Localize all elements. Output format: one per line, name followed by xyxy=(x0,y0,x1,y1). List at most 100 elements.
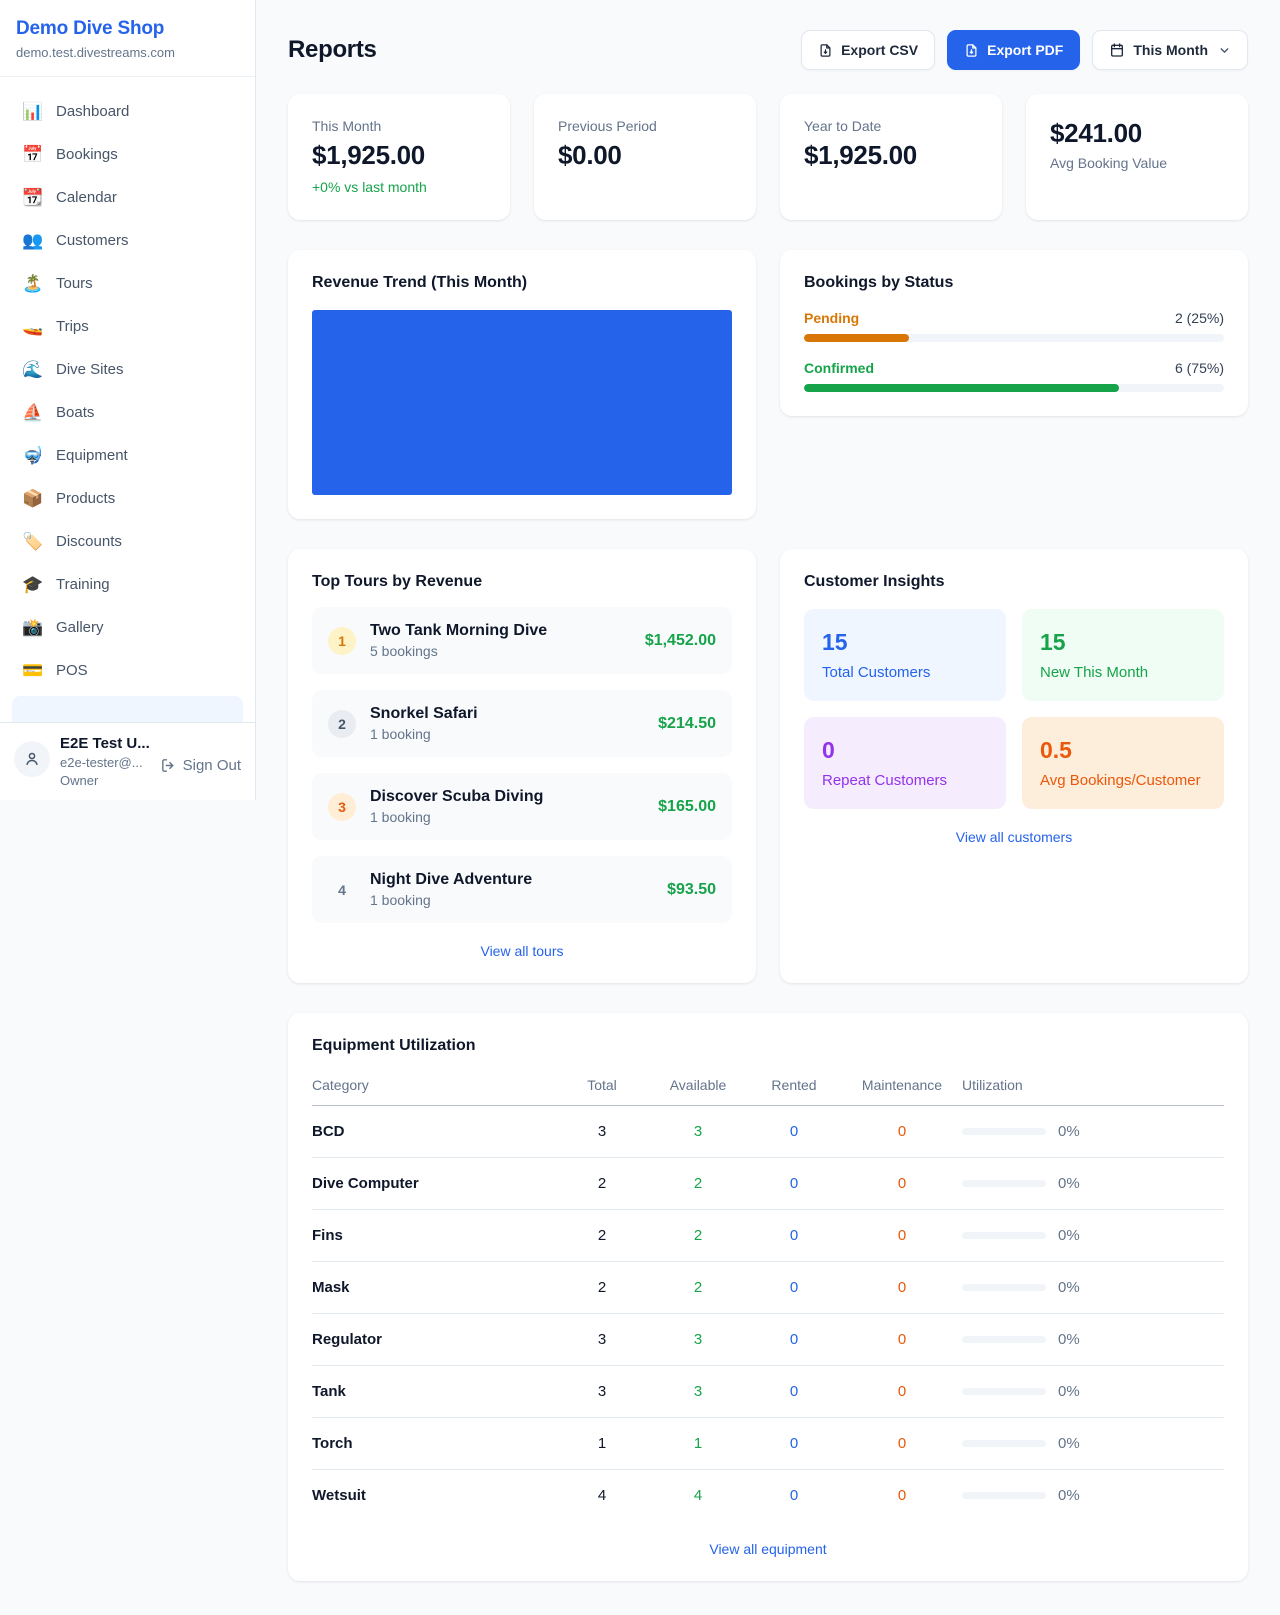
sidebar-item-trips[interactable]: 🚤 Trips xyxy=(12,305,243,348)
cell-maintenance: 0 xyxy=(897,1487,907,1504)
sidebar-item-dashboard[interactable]: 📊 Dashboard xyxy=(12,90,243,133)
avatar xyxy=(14,741,50,777)
utilization-cell: 0% xyxy=(962,1383,1224,1400)
stat-value: $0.00 xyxy=(558,140,622,170)
cell-category: Mask xyxy=(312,1261,554,1314)
charts-row: Revenue Trend (This Month) Bookings by S… xyxy=(288,250,1248,519)
sign-out-button[interactable]: Sign Out xyxy=(160,757,241,774)
export-pdf-label: Export PDF xyxy=(987,42,1064,58)
boats-icon: ⛵ xyxy=(22,402,44,422)
user-role: Owner xyxy=(60,773,99,788)
file-download-icon xyxy=(820,43,831,57)
revenue-trend-title: Revenue Trend (This Month) xyxy=(312,274,528,291)
cell-rented: 0 xyxy=(746,1157,842,1210)
utilization-bar xyxy=(962,1284,1046,1291)
tour-name: Night Dive Adventure xyxy=(370,871,533,888)
utilization-bar xyxy=(962,1180,1046,1187)
table-row: Mask 2 2 0 0 0% xyxy=(312,1261,1224,1314)
cell-available: 2 xyxy=(650,1209,746,1262)
utilization-bar xyxy=(962,1388,1046,1395)
cell-maintenance: 0 xyxy=(842,1261,962,1314)
sidebar-item-customers[interactable]: 👥 Customers xyxy=(12,219,243,262)
training-icon: 🎓 xyxy=(22,574,44,594)
stat-card-avg-booking-value: $241.00 Avg Booking Value xyxy=(1026,94,1248,220)
cell-category: Regulator xyxy=(312,1313,554,1366)
insights-row: Top Tours by Revenue 1 Two Tank Morning … xyxy=(288,549,1248,983)
tile-value: 15 xyxy=(1040,629,1066,655)
status-label: Pending xyxy=(804,310,860,326)
user-name: E2E Test U... xyxy=(60,735,150,752)
stat-label: Avg Booking Value xyxy=(1050,155,1168,171)
sidebar-item-gallery[interactable]: 📸 Gallery xyxy=(12,606,243,649)
user-meta: E2E Test U... e2e-tester@... Owner xyxy=(60,735,150,788)
col-utilization: Utilization xyxy=(962,1069,1224,1106)
dive-sites-icon: 🌊 xyxy=(22,359,44,379)
table-row: Torch 1 1 0 0 0% xyxy=(312,1417,1224,1470)
tour-bookings: 1 booking xyxy=(370,809,431,825)
view-all-equipment-link[interactable]: View all equipment xyxy=(709,1541,827,1557)
view-all-customers-link[interactable]: View all customers xyxy=(955,829,1073,845)
sidebar-item-reports-partial[interactable] xyxy=(12,696,243,722)
tour-row: 3 Discover Scuba Diving 1 booking $165.00 xyxy=(312,773,732,840)
utilization-pct: 0% xyxy=(1058,1175,1080,1192)
cell-total: 3 xyxy=(554,1365,650,1418)
export-pdf-button[interactable]: Export PDF xyxy=(947,30,1081,70)
top-tours-title: Top Tours by Revenue xyxy=(312,573,483,590)
sign-out-label: Sign Out xyxy=(182,757,241,774)
tile-value: 15 xyxy=(822,629,848,655)
sidebar-item-discounts[interactable]: 🏷️ Discounts xyxy=(12,520,243,563)
table-row: Tank 3 3 0 0 0% xyxy=(312,1365,1224,1418)
sidebar-item-pos[interactable]: 💳 POS xyxy=(12,649,243,692)
cell-total: 2 xyxy=(554,1157,650,1210)
cell-available: 3 xyxy=(650,1365,746,1418)
pos-icon: 💳 xyxy=(22,660,44,680)
shop-name: Demo Dive Shop xyxy=(16,18,165,39)
progress-fill xyxy=(804,334,909,342)
tile-repeat-customers: 0 Repeat Customers xyxy=(804,717,1006,809)
period-dropdown[interactable]: This Month xyxy=(1092,30,1248,70)
sidebar-item-tours[interactable]: 🏝️ Tours xyxy=(12,262,243,305)
tour-name: Discover Scuba Diving xyxy=(370,788,544,805)
col-category: Category xyxy=(312,1069,554,1106)
cell-total: 4 xyxy=(597,1487,607,1504)
progress-track xyxy=(804,384,1224,392)
tile-new-this-month: 15 New This Month xyxy=(1022,609,1224,701)
utilization-bar xyxy=(962,1128,1046,1135)
sidebar-item-calendar[interactable]: 📆 Calendar xyxy=(12,176,243,219)
calendar-icon: 📆 xyxy=(22,187,44,207)
cell-maintenance: 0 xyxy=(842,1209,962,1262)
user-email: e2e-tester@... xyxy=(60,755,143,770)
gallery-icon: 📸 xyxy=(22,617,44,637)
sidebar-item-equipment[interactable]: 🤿 Equipment xyxy=(12,434,243,477)
tile-value: 0.5 xyxy=(1040,737,1072,763)
cell-available: 3 xyxy=(650,1105,746,1158)
equipment-table: Category Total Available Rented Maintena… xyxy=(312,1069,1224,1521)
cell-rented: 0 xyxy=(789,1487,799,1504)
sidebar-item-label: Tours xyxy=(56,275,93,292)
stat-card-year-to-date: Year to Date $1,925.00 xyxy=(780,94,1002,220)
export-csv-button[interactable]: Export CSV xyxy=(801,30,936,70)
utilization-pct: 0% xyxy=(1058,1279,1080,1296)
cell-total: 3 xyxy=(554,1313,650,1366)
cell-rented: 0 xyxy=(746,1313,842,1366)
status-label: Confirmed xyxy=(804,360,874,376)
stat-delta: +0% vs last month xyxy=(312,179,427,195)
sidebar-item-dive-sites[interactable]: 🌊 Dive Sites xyxy=(12,348,243,391)
tile-total-customers: 15 Total Customers xyxy=(804,609,1006,701)
table-row: Regulator 3 3 0 0 0% xyxy=(312,1313,1224,1366)
sidebar-item-label: Bookings xyxy=(56,146,118,163)
utilization-cell: 0% xyxy=(962,1487,1224,1504)
progress-track xyxy=(804,334,1224,342)
stat-label: This Month xyxy=(312,118,382,134)
view-all-tours-link[interactable]: View all tours xyxy=(480,943,564,959)
customer-insights-title: Customer Insights xyxy=(804,573,945,590)
cell-available: 4 xyxy=(693,1487,703,1504)
sign-out-icon xyxy=(161,759,174,772)
sidebar-item-training[interactable]: 🎓 Training xyxy=(12,563,243,606)
sidebar-item-bookings[interactable]: 📅 Bookings xyxy=(12,133,243,176)
cell-category: BCD xyxy=(312,1105,554,1158)
sidebar-item-boats[interactable]: ⛵ Boats xyxy=(12,391,243,434)
sidebar-item-products[interactable]: 📦 Products xyxy=(12,477,243,520)
cell-total: 3 xyxy=(554,1105,650,1158)
cell-rented: 0 xyxy=(746,1209,842,1262)
